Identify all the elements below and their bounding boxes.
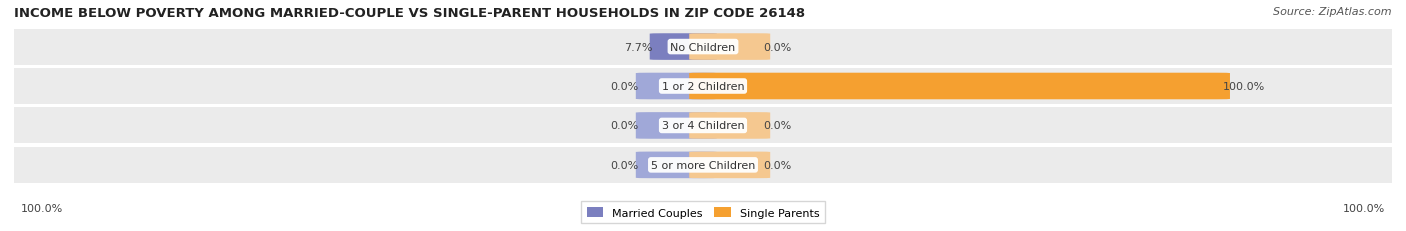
- Text: 0.0%: 0.0%: [610, 160, 638, 170]
- FancyBboxPatch shape: [689, 152, 770, 178]
- Text: 0.0%: 0.0%: [610, 121, 638, 131]
- Text: 100.0%: 100.0%: [21, 203, 63, 213]
- Text: No Children: No Children: [671, 42, 735, 52]
- Text: 3 or 4 Children: 3 or 4 Children: [662, 121, 744, 131]
- FancyBboxPatch shape: [650, 34, 717, 61]
- FancyBboxPatch shape: [689, 34, 770, 61]
- FancyBboxPatch shape: [689, 73, 1230, 100]
- Text: 0.0%: 0.0%: [763, 42, 792, 52]
- FancyBboxPatch shape: [636, 152, 717, 178]
- Text: 0.0%: 0.0%: [610, 82, 638, 92]
- FancyBboxPatch shape: [636, 73, 717, 100]
- Text: 1 or 2 Children: 1 or 2 Children: [662, 82, 744, 92]
- Text: 0.0%: 0.0%: [763, 121, 792, 131]
- FancyBboxPatch shape: [636, 113, 717, 139]
- Text: 0.0%: 0.0%: [763, 160, 792, 170]
- Text: Source: ZipAtlas.com: Source: ZipAtlas.com: [1274, 7, 1392, 17]
- Text: 100.0%: 100.0%: [1223, 82, 1265, 92]
- Text: INCOME BELOW POVERTY AMONG MARRIED-COUPLE VS SINGLE-PARENT HOUSEHOLDS IN ZIP COD: INCOME BELOW POVERTY AMONG MARRIED-COUPL…: [14, 7, 806, 20]
- Text: 7.7%: 7.7%: [624, 42, 652, 52]
- Legend: Married Couples, Single Parents: Married Couples, Single Parents: [581, 202, 825, 223]
- Text: 100.0%: 100.0%: [1343, 203, 1385, 213]
- Text: 5 or more Children: 5 or more Children: [651, 160, 755, 170]
- FancyBboxPatch shape: [689, 113, 770, 139]
